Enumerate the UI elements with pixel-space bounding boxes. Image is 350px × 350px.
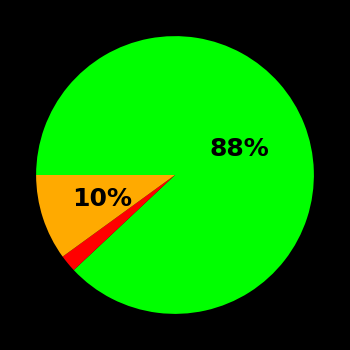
Text: 88%: 88% (210, 138, 270, 161)
Wedge shape (36, 175, 175, 257)
Wedge shape (63, 175, 175, 270)
Wedge shape (36, 36, 314, 314)
Text: 10%: 10% (72, 187, 132, 211)
